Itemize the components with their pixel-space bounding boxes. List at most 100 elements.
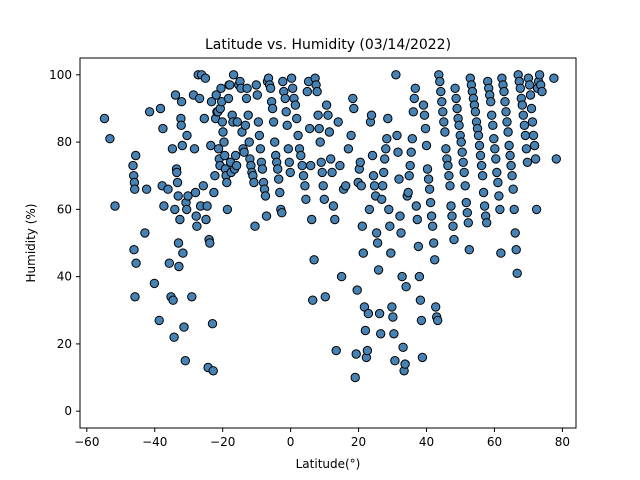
data-point [420,123,431,134]
data-point [346,130,356,141]
data-point [223,93,234,104]
data-point [437,97,447,107]
data-point [400,359,410,369]
x-tick-label: −20 [210,435,235,449]
data-point [487,110,497,120]
data-point [243,110,253,120]
points-layer [99,70,561,383]
data-point [403,187,413,198]
data-point [170,204,180,215]
data-point [183,191,193,201]
data-point [415,295,426,305]
data-point [172,167,182,178]
data-point [462,208,472,218]
data-point [534,70,545,80]
data-point [506,160,516,171]
data-point [350,372,360,383]
data-point [450,83,460,94]
data-point [411,201,421,211]
data-point [395,211,405,221]
data-point [362,345,373,356]
data-point [208,366,218,376]
data-point [219,137,229,147]
data-point [355,157,365,168]
data-point [488,120,498,131]
data-point [500,97,510,107]
data-point [275,187,285,198]
data-point [202,201,212,211]
data-point [278,76,288,87]
data-point [129,245,139,255]
data-point [486,97,496,107]
data-point [326,154,336,164]
data-point [427,221,438,231]
data-point [385,221,395,231]
data-point [404,171,414,181]
data-point [374,308,385,319]
data-point [424,184,435,194]
data-point [178,248,188,258]
data-point [505,150,515,161]
data-point [391,70,401,80]
data-point [378,181,388,191]
data-point [336,271,347,282]
data-point [280,93,290,104]
data-point [512,268,522,278]
axes-layer: −60 −40 −20 0 20 40 60 80 0 20 40 60 80 100 [49,68,570,449]
data-point [430,255,440,265]
data-point [426,211,437,221]
data-point [331,345,341,356]
data-point [518,110,528,120]
data-point [491,154,501,164]
data-point [473,130,484,141]
data-point [525,90,536,100]
data-point [206,97,217,107]
data-point [458,157,468,168]
data-point [366,110,377,120]
data-point [283,144,293,154]
x-tick-label: 80 [555,435,570,449]
data-point [252,90,262,100]
data-point [398,342,408,352]
data-point [386,248,396,258]
data-point [222,177,232,188]
data-point [401,282,411,292]
data-point [180,356,191,366]
data-point [509,204,519,215]
data-point [257,164,268,174]
data-point [418,100,429,110]
data-point [131,258,141,268]
data-point [318,181,328,191]
data-point [297,160,307,171]
data-point [187,292,197,302]
data-point [140,228,150,238]
data-point [449,234,459,245]
data-point [463,218,473,228]
data-point [373,265,384,275]
data-point [392,130,402,141]
data-point [301,194,311,205]
data-point [253,117,264,127]
y-tick-label: 0 [64,404,72,418]
data-point [211,90,221,100]
data-point [255,144,266,154]
data-point [451,93,461,104]
data-point [367,150,378,161]
data-point [527,117,538,127]
data-point [99,113,110,124]
data-point [209,187,219,198]
data-point [454,120,464,131]
data-point [328,201,339,211]
data-point [423,174,434,184]
data-point [284,157,294,168]
data-point [265,83,276,94]
data-point [179,322,189,332]
x-tick-label: 0 [287,435,295,449]
data-point [213,144,224,154]
data-point [477,171,488,181]
data-point [312,86,322,97]
data-point [447,211,457,221]
data-point [511,245,521,255]
